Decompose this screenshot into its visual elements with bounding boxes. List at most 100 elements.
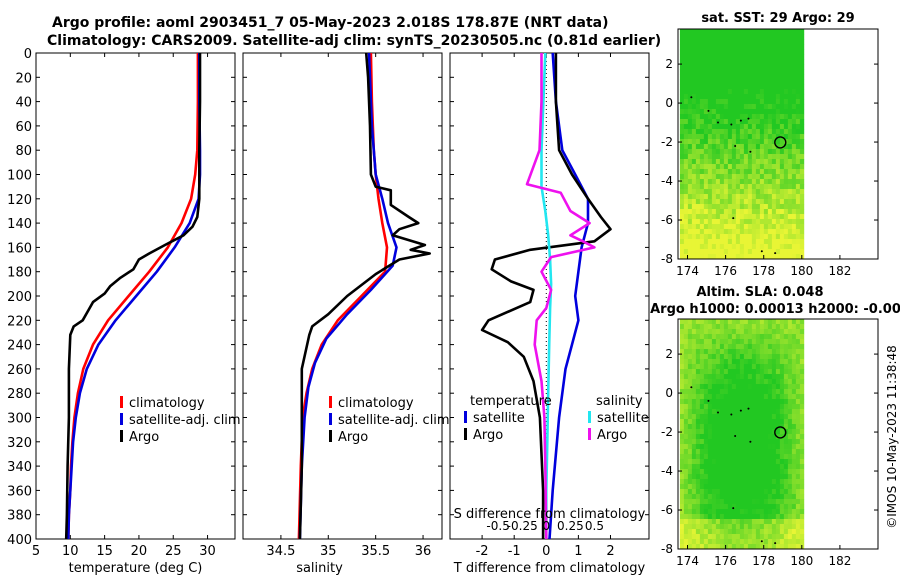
- sst_map-cell: [775, 159, 781, 165]
- sst_map-cell: [755, 44, 761, 50]
- sst_map-cell: [703, 244, 709, 250]
- sla_map-cell: [683, 469, 689, 475]
- sst_map-cell: [703, 94, 709, 100]
- sst_map-cell: [723, 234, 729, 240]
- sst_map-cell: [771, 109, 777, 115]
- sla_map-cell: [711, 499, 717, 505]
- sst_map-cell: [739, 49, 745, 55]
- sst_map-cell: [747, 229, 753, 235]
- sla_map-cell: [683, 499, 689, 505]
- sst_map-cell: [755, 104, 761, 110]
- sst_map-cell: [683, 224, 689, 230]
- sla_map-cell: [747, 429, 753, 435]
- sla_map-cell: [783, 519, 789, 525]
- sla_map-cell: [731, 529, 737, 535]
- sst_map-cell: [771, 184, 777, 190]
- sla_map-cell: [791, 444, 797, 450]
- sst_map-cell: [795, 134, 801, 140]
- sla_map-cell: [767, 334, 773, 340]
- sla_map-cell: [691, 514, 697, 520]
- sla_map-cell: [735, 499, 741, 505]
- sla_map-cell: [687, 389, 693, 395]
- sst_map-ytick-label: -8: [661, 252, 673, 266]
- sla_map-cell: [771, 364, 777, 370]
- sla_map-cell: [719, 534, 725, 540]
- sla_map-cell: [727, 329, 733, 335]
- sla_map-cell: [751, 449, 757, 455]
- sst_map-cell: [679, 94, 685, 100]
- sla_map-cell: [723, 369, 729, 375]
- sla_map-cell: [747, 434, 753, 440]
- sla_map-cell: [763, 339, 769, 345]
- sst_map-cell: [699, 154, 705, 160]
- sla_map-cell: [771, 349, 777, 355]
- sst_map-cell: [715, 164, 721, 170]
- sla_map-cell: [687, 404, 693, 410]
- sst_map-cell: [735, 124, 741, 130]
- sst_map-cell: [767, 234, 773, 240]
- sst_map-cell: [727, 109, 733, 115]
- sst_map-cell: [695, 59, 701, 65]
- sla_map-coast-dot: [749, 440, 752, 443]
- sla_map-cell: [759, 514, 765, 520]
- sst_map-cell: [731, 139, 737, 145]
- sst_map-coast-dot: [717, 121, 719, 124]
- sst_map-cell: [767, 114, 773, 120]
- sla_map-cell: [731, 429, 737, 435]
- sst_map-cell: [763, 244, 769, 250]
- sst_map-cell: [755, 74, 761, 80]
- sst_map-cell: [691, 114, 697, 120]
- sla_map-cell: [735, 389, 741, 395]
- sla_map-cell: [703, 414, 709, 420]
- sla_map-cell: [759, 414, 765, 420]
- sla_map-cell: [695, 429, 701, 435]
- sla_map-cell: [715, 354, 721, 360]
- sst_map-cell: [791, 104, 797, 110]
- sla_map-cell: [779, 489, 785, 495]
- sst_map-cell: [775, 89, 781, 95]
- sst_map-cell: [783, 254, 789, 260]
- sst_map-cell: [739, 214, 745, 220]
- sst_map-cell: [783, 114, 789, 120]
- sst_map-cell: [795, 104, 801, 110]
- sst_map-cell: [735, 254, 741, 260]
- sla_map-cell: [679, 359, 685, 365]
- sla_map-cell: [791, 484, 797, 490]
- sla_map-cell: [743, 449, 749, 455]
- sst_map-cell: [715, 229, 721, 235]
- sla_map-cell: [683, 529, 689, 535]
- sst_map-cell: [711, 44, 717, 50]
- sst_map-cell: [743, 44, 749, 50]
- sst_map-cell: [759, 144, 765, 150]
- sla_map-cell: [707, 429, 713, 435]
- sst_map-cell: [691, 249, 697, 255]
- sst_map-cell: [755, 149, 761, 155]
- sst_map-cell: [759, 79, 765, 85]
- sla_map-cell: [751, 504, 757, 510]
- sla_map-cell: [743, 364, 749, 370]
- sst_map-cell: [707, 39, 713, 45]
- sla_map-cell: [795, 449, 801, 455]
- sst_map-cell: [771, 234, 777, 240]
- sla_map-cell: [699, 524, 705, 530]
- sst_map-cell: [799, 69, 805, 75]
- sst_map-cell: [739, 239, 745, 245]
- sla_map-cell: [723, 529, 729, 535]
- sla_map-cell: [715, 364, 721, 370]
- sla_map-cell: [735, 319, 741, 325]
- sst_map-cell: [791, 154, 797, 160]
- sst_map-cell: [743, 184, 749, 190]
- sst_map-cell: [683, 79, 689, 85]
- sla_map-cell: [783, 509, 789, 515]
- sla_map-cell: [783, 424, 789, 430]
- sst_map-ytick-label: 2: [665, 57, 673, 71]
- sla_map-cell: [727, 519, 733, 525]
- sst_map-ytick-label: -6: [661, 213, 673, 227]
- sla_map-cell: [783, 504, 789, 510]
- sst_map-cell: [695, 249, 701, 255]
- sst_map-cell: [791, 59, 797, 65]
- sla_map-cell: [799, 434, 805, 440]
- sla_map-cell: [759, 384, 765, 390]
- sst_map-cell: [703, 134, 709, 140]
- sla_map-cell: [707, 434, 713, 440]
